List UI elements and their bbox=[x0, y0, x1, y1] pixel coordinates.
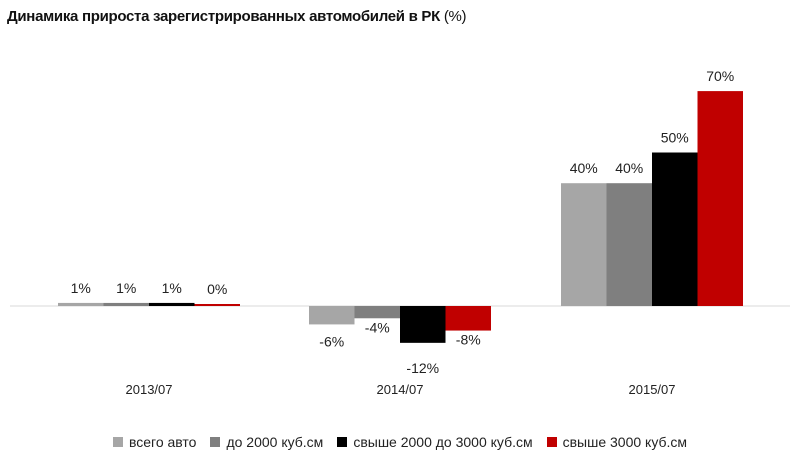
legend-swatch bbox=[546, 437, 557, 447]
bar bbox=[354, 306, 400, 319]
bar bbox=[149, 302, 195, 306]
category-label: 2013/07 bbox=[126, 382, 173, 397]
data-label: 1% bbox=[116, 280, 136, 296]
chart-title-text: Динамика прироста зарегистрированных авт… bbox=[7, 8, 440, 25]
bar bbox=[194, 304, 240, 306]
data-label: -12% bbox=[406, 360, 439, 376]
legend-label: свыше 2000 до 3000 куб.см bbox=[353, 434, 533, 450]
legend-label: свыше 3000 куб.см bbox=[562, 434, 688, 450]
bar bbox=[103, 302, 149, 306]
bar bbox=[58, 302, 104, 306]
data-label: 0% bbox=[207, 281, 227, 297]
legend-swatch bbox=[337, 437, 348, 447]
data-label: 40% bbox=[570, 160, 598, 176]
data-label: -8% bbox=[456, 332, 481, 348]
chart-title: Динамика прироста зарегистрированных авт… bbox=[7, 8, 467, 25]
bar bbox=[652, 152, 698, 306]
legend-item: всего авто bbox=[112, 434, 197, 450]
data-label: 50% bbox=[661, 130, 689, 146]
legend: всего авто до 2000 куб.см свыше 2000 до 30… bbox=[0, 434, 800, 450]
data-label: -6% bbox=[319, 333, 344, 349]
bar bbox=[606, 183, 652, 306]
legend-swatch bbox=[112, 437, 123, 447]
data-label: 40% bbox=[615, 160, 643, 176]
legend-label: до 2000 куб.см bbox=[226, 434, 324, 450]
bar bbox=[697, 91, 743, 306]
data-label: -4% bbox=[365, 319, 390, 335]
bar bbox=[309, 306, 355, 325]
category-label: 2015/07 bbox=[629, 382, 676, 397]
bar bbox=[561, 183, 607, 306]
legend-item: свыше 3000 куб.см bbox=[546, 434, 688, 450]
bar bbox=[445, 306, 491, 331]
data-label: 1% bbox=[71, 280, 91, 296]
data-label: 70% bbox=[706, 68, 734, 84]
chart-title-unit: (%) bbox=[443, 8, 467, 25]
legend-swatch bbox=[210, 437, 221, 447]
legend-item: до 2000 куб.см bbox=[210, 434, 323, 450]
category-label: 2014/07 bbox=[377, 382, 424, 397]
legend-label: всего авто bbox=[128, 434, 197, 450]
data-label: 1% bbox=[162, 280, 182, 296]
legend-item: свыше 2000 до 3000 куб.см bbox=[337, 434, 533, 450]
bar bbox=[400, 306, 446, 343]
